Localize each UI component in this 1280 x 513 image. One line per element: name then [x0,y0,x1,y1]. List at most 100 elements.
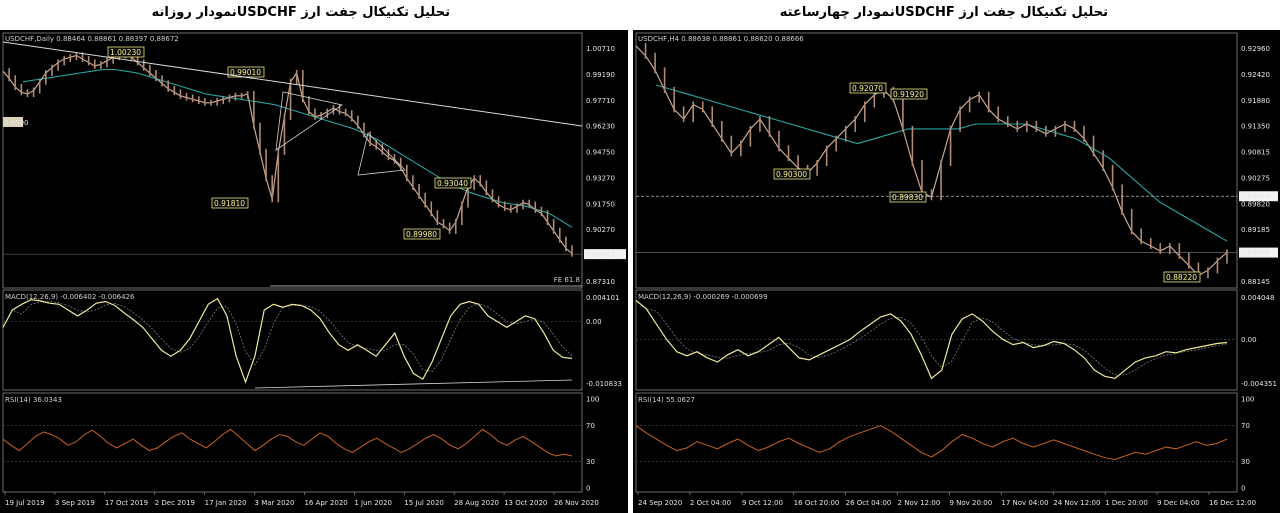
macd-axis-label: -0.010833 [586,380,622,388]
macd-signal-line [635,300,1228,376]
price-annotation-box [890,88,928,100]
daily-chart-panel: تحلیل تکنیکال جفت ارز USDCHFنمودار روزان… [0,0,628,513]
price-annotation-box [434,177,472,189]
x-axis-label: 16 Dec 12:00 [1209,499,1256,507]
price-header: USDCHF,H4 0.88638 0.88861 0.88620 0.8866… [638,35,804,43]
price-annotation-box [403,228,441,240]
price-annotation-label: 0.90300 [776,170,807,179]
current-price-label: 0.88666 [1241,249,1270,257]
x-axis-label: 19 Jul 2019 [5,499,45,507]
price-axis-label: 0.97710 [586,97,615,105]
trendline [2,41,583,127]
price-axis-label: 0.90270 [586,226,615,234]
price-axis-label: 0.92960 [1241,45,1270,53]
moving-average-line [655,84,1228,242]
price-axis-label: 0.87310 [586,278,615,286]
macd-line [2,297,573,384]
price-annotation-label: 0.99010 [230,68,261,77]
price-annotation-box [1163,271,1201,283]
price-annotation-label: 0.91810 [214,199,245,208]
price-axis-label: 0.92420 [1241,71,1270,79]
price-axis-label: 1.00710 [586,45,615,53]
price-line [2,53,573,255]
chart-background [633,30,1280,513]
subwindow-frame [2,392,583,493]
x-axis-label: 3 Mar 2020 [255,499,295,507]
subwindow-frame [635,32,1238,289]
x-axis-label: 1 Jun 2020 [354,499,392,507]
price-annotation-label: 0.89830 [892,193,923,202]
macd-header: MACD(12,26,9) -0.000269 -0.000699 [638,293,767,301]
rsi-axis-label: 0 [586,485,590,493]
x-axis-label: 2 Dec 2019 [155,499,195,507]
rsi-axis-label: 0 [1241,485,1245,493]
price-axis-label: 0.89820 [1241,200,1270,208]
price-annotation-label: 0.88220 [1166,273,1197,282]
price-annotation-box [211,197,249,209]
price-annotation-label: 0.89980 [406,230,437,239]
rsi-line [2,428,573,457]
subwindow-frame [2,32,583,289]
price-axis-label: 0.89185 [1241,226,1270,234]
subwindow-frame [635,289,1238,391]
current-price-tag [584,249,626,260]
subwindow-frame [635,392,1238,493]
macd-axis-label: 0.00 [1241,336,1257,344]
price-axis-label: 0.96230 [586,123,615,131]
rsi-line [635,425,1228,461]
price-axis-label: 0.91880 [1241,97,1270,105]
x-axis-label: 3 Sep 2019 [55,499,95,507]
x-axis-label: 13 Oct 2020 [504,499,547,507]
support-level-label: 0.89820 [1241,193,1270,201]
x-axis-label: 26 Nov 2020 [554,499,599,507]
x-axis-label: 16 Apr 2020 [304,499,347,507]
h4-chart: USDCHF,H4 0.88638 0.88861 0.88620 0.8866… [633,30,1280,513]
macd-line [635,300,1228,380]
macd-header: MACD(12,26,9) -0.006402 -0.006426 [5,293,135,301]
macd-axis-label: 0.00 [586,318,602,326]
daily-panel-title: تحلیل تکنیکال جفت ارز USDCHFنمودار روزان… [151,5,450,20]
macd-axis-label: -0.004351 [1241,380,1277,388]
x-axis-label: 9 Nov 20:00 [949,499,992,507]
x-axis-label: 24 Sep 2020 [638,499,682,507]
x-axis-label: 28 Aug 2020 [454,499,499,507]
moving-average-line [22,68,573,228]
x-axis-label: 9 Dec 04:00 [1157,499,1200,507]
rsi-axis-label: 70 [586,422,595,430]
price-annotation-box [773,168,811,180]
price-axis-label: 0.90275 [1241,174,1270,182]
price-annotation-box [107,46,145,58]
x-axis-label: 17 Nov 04:00 [1001,499,1048,507]
price-axis-label: 0.91350 [1241,123,1270,131]
chart-background [0,30,628,513]
current-price-tag [1239,247,1278,258]
x-axis-label: 24 Nov 12:00 [1053,499,1100,507]
fibonacci-label: FE 61.8 [554,276,580,284]
triangle-pattern [357,132,406,176]
rsi-header: RSI(14) 55.0627 [638,396,695,404]
price-annotation-label: 0.93040 [437,179,468,188]
rsi-header: RSI(14) 36.0343 [5,396,62,404]
support-level-tag [1239,191,1278,202]
left-edge-label: 0.9590 [4,119,29,127]
rsi-axis-label: 70 [1241,422,1250,430]
x-axis-label: 9 Oct 12:00 [742,499,783,507]
macd-axis-label: 0.004101 [586,294,619,302]
x-axis-label: 17 Jan 2020 [205,499,247,507]
x-axis-label: 16 Oct 20:00 [794,499,840,507]
x-axis-label: 26 Oct 04:00 [846,499,892,507]
price-axis-label: 0.94750 [586,149,615,157]
triangle-pattern [275,91,343,151]
x-axis-label: 2 Nov 12:00 [898,499,941,507]
price-annotation-box [889,191,927,203]
x-axis-label: 1 Dec 20:00 [1105,499,1148,507]
macd-axis-label: 0.004048 [1241,294,1274,302]
price-axis-label: 0.93270 [586,174,615,182]
rsi-axis-label: 30 [1241,458,1250,466]
h4-panel-title: تحلیل تکنیکال جفت ارز USDCHFنمودار چهارس… [779,5,1108,20]
x-axis-label: 17 Oct 2019 [105,499,148,507]
h4-chart-panel: تحلیل تکنیکال جفت ارز USDCHFنمودار چهارس… [633,0,1280,513]
price-annotation-box [849,82,887,94]
left-edge-tag [3,117,23,127]
rsi-axis-label: 100 [586,396,599,404]
